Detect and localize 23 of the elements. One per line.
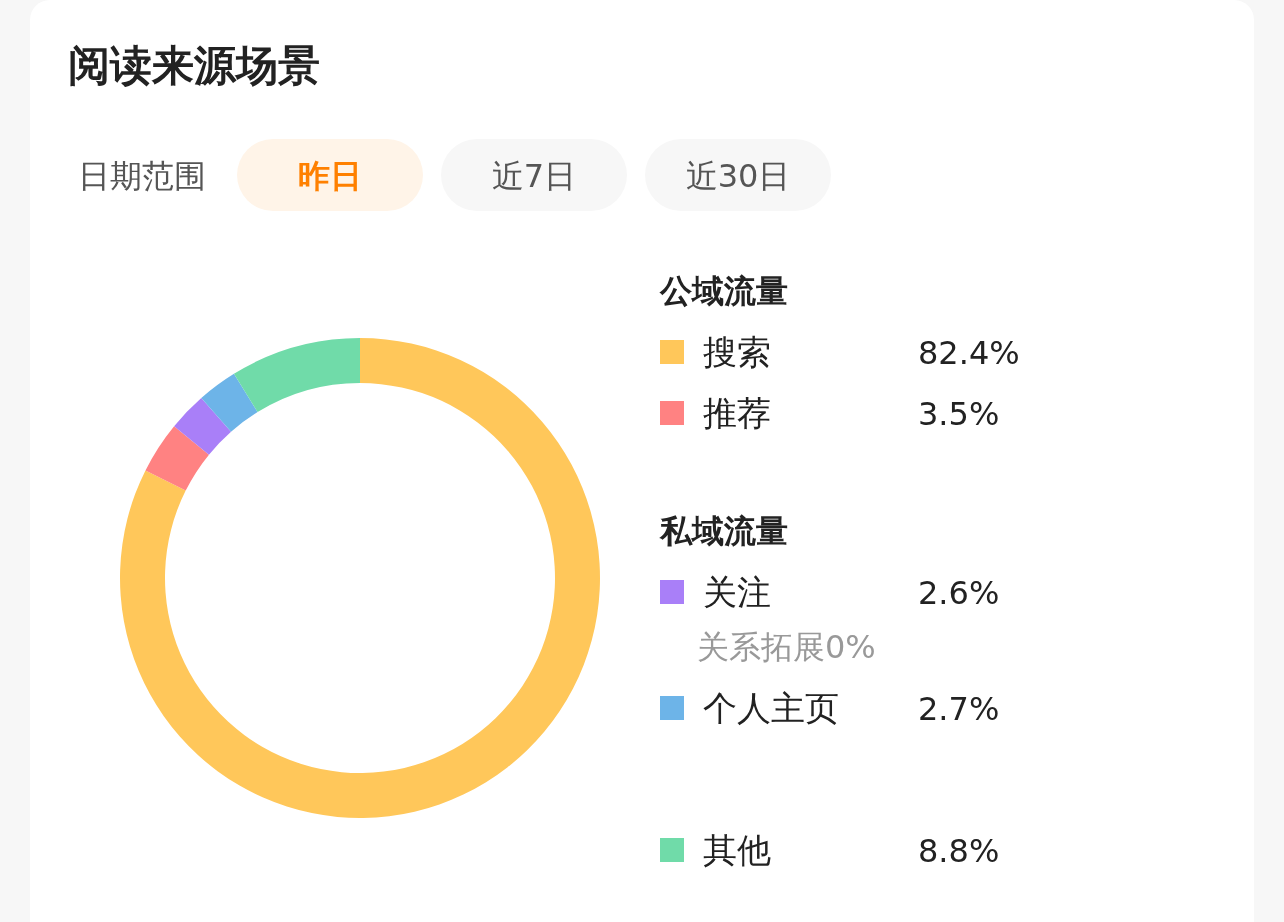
data-label: 2.6%: [918, 574, 1000, 612]
text: 关系拓展0%: [697, 628, 876, 666]
legend-label: 搜索: [703, 332, 771, 372]
text: 私域流量: [659, 512, 788, 550]
text: 公域流量: [659, 272, 788, 310]
donut-slice: [145, 426, 209, 491]
data-label: 3.5%: [918, 395, 1000, 433]
legend-label: 个人主页: [703, 688, 839, 728]
donut-slice: [201, 373, 258, 432]
data-label: 2.7%: [918, 690, 1000, 728]
text: 近30日: [685, 157, 791, 195]
text: 近7日: [491, 157, 577, 195]
donut-slice: [233, 338, 360, 413]
data-label: 82.4%: [918, 334, 1020, 372]
legend-label: 其他: [703, 830, 771, 870]
donut-slice: [174, 397, 232, 455]
text: 日期范围: [78, 157, 206, 195]
chart-title: 阅读来源场景: [68, 41, 320, 90]
legend-label: 关注: [703, 572, 771, 612]
text: 昨日: [298, 157, 362, 195]
data-label: 8.8%: [918, 832, 1000, 870]
donut-slice: [120, 338, 600, 818]
legend-label: 推荐: [703, 393, 771, 433]
